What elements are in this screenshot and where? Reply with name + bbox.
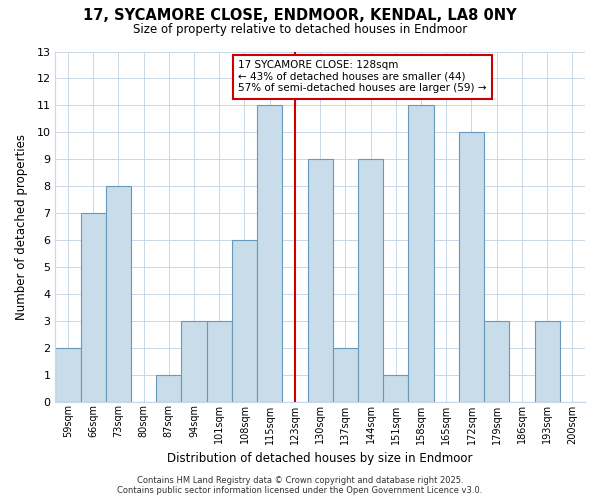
Text: Size of property relative to detached houses in Endmoor: Size of property relative to detached ho… (133, 22, 467, 36)
Bar (257, 106, 283, 402)
X-axis label: Distribution of detached houses by size in Endmoor: Distribution of detached houses by size … (167, 452, 473, 465)
Bar (181, 320, 206, 402)
Bar (358, 159, 383, 402)
Bar (232, 240, 257, 402)
Bar (106, 186, 131, 402)
Bar (80, 213, 106, 402)
Bar (206, 320, 232, 402)
Bar (308, 159, 333, 402)
Bar (409, 106, 434, 402)
Text: 17, SYCAMORE CLOSE, ENDMOOR, KENDAL, LA8 0NY: 17, SYCAMORE CLOSE, ENDMOOR, KENDAL, LA8… (83, 8, 517, 22)
Bar (333, 348, 358, 402)
Bar (383, 374, 409, 402)
Text: 17 SYCAMORE CLOSE: 128sqm
← 43% of detached houses are smaller (44)
57% of semi-: 17 SYCAMORE CLOSE: 128sqm ← 43% of detac… (238, 60, 487, 94)
Y-axis label: Number of detached properties: Number of detached properties (15, 134, 28, 320)
Bar (55, 348, 80, 402)
Bar (156, 374, 181, 402)
Bar (484, 320, 509, 402)
Text: Contains HM Land Registry data © Crown copyright and database right 2025.
Contai: Contains HM Land Registry data © Crown c… (118, 476, 482, 495)
Bar (459, 132, 484, 402)
Bar (535, 320, 560, 402)
